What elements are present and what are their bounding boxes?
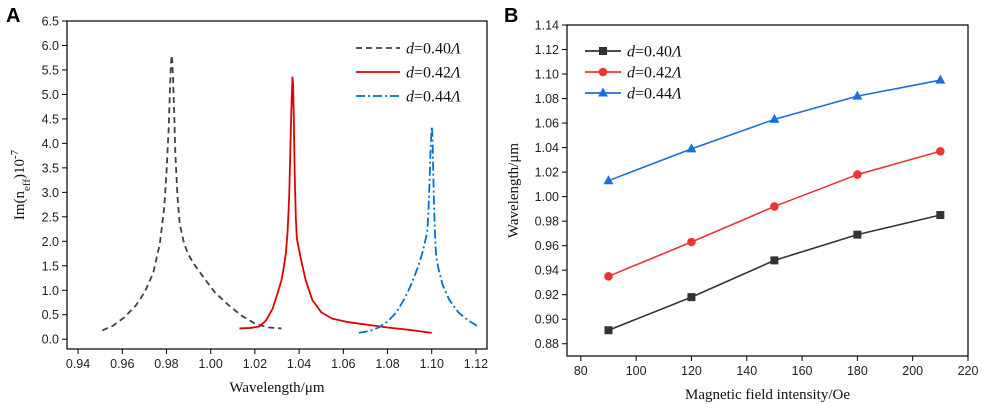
series-line-1 bbox=[239, 76, 432, 334]
y-tick-label: 1.00 bbox=[535, 190, 559, 204]
y-tick-label: 2.5 bbox=[42, 210, 59, 224]
x-tick-label: 1.04 bbox=[287, 357, 311, 371]
legend-marker-circle bbox=[598, 67, 608, 77]
x-tick-label: 1.10 bbox=[420, 357, 444, 371]
x-tick-label: 1.06 bbox=[331, 357, 355, 371]
y-tick-label: 0.0 bbox=[42, 333, 59, 347]
legend-label-0: d=0.40Λ bbox=[627, 44, 682, 61]
panel-b-letter: B bbox=[504, 5, 518, 27]
data-point-triangle bbox=[852, 90, 863, 100]
plot-frame bbox=[66, 20, 488, 350]
y-tick-label: 2.0 bbox=[42, 235, 59, 249]
data-point-square bbox=[936, 211, 945, 220]
x-tick-label: 0.96 bbox=[110, 357, 134, 371]
legend-marker-triangle bbox=[598, 87, 608, 97]
x-tick-label: 140 bbox=[736, 364, 757, 378]
y-tick-label: 6.0 bbox=[42, 39, 59, 53]
y-tick-label: 4.0 bbox=[42, 137, 59, 151]
x-tick-label: 0.94 bbox=[66, 357, 90, 371]
x-tick-label: 160 bbox=[792, 364, 813, 378]
plot-frame bbox=[566, 24, 969, 357]
x-tick-label: 100 bbox=[626, 364, 647, 378]
x-tick-label: 1.12 bbox=[464, 357, 488, 371]
x-tick-label: 200 bbox=[902, 364, 923, 378]
data-point-square bbox=[604, 326, 613, 335]
series-line-0 bbox=[608, 214, 941, 332]
y-tick-label: 1.08 bbox=[535, 92, 559, 106]
legend-label-1: d=0.42Λ bbox=[627, 65, 682, 82]
data-point-circle bbox=[853, 170, 862, 179]
y-tick-label: 1.5 bbox=[42, 259, 59, 273]
y-axis-title: Wavelength/μm bbox=[506, 143, 522, 238]
y-tick-label: 1.0 bbox=[42, 284, 59, 298]
x-tick-label: 1.08 bbox=[375, 357, 399, 371]
panel-a: A 0.94 0.96 0.98 1.00 1.02 1.04 1.06 1.08 1.10 1.… bbox=[6, 5, 488, 396]
data-point-triangle bbox=[935, 74, 946, 84]
series-line-2 bbox=[358, 125, 479, 334]
y-tick-label: 0.98 bbox=[535, 215, 559, 229]
x-tick-label: 80 bbox=[574, 364, 588, 378]
legend-label-0: d=0.40Λ bbox=[406, 41, 461, 58]
x-tick-label: 0.98 bbox=[154, 357, 178, 371]
y-tick-label: 5.0 bbox=[42, 88, 59, 102]
legend-label-2: d=0.44Λ bbox=[406, 89, 461, 106]
x-tick-label: 120 bbox=[681, 364, 702, 378]
y-tick-label: 1.10 bbox=[535, 68, 559, 82]
data-point-triangle bbox=[769, 113, 780, 123]
data-point-circle bbox=[687, 237, 696, 247]
data-point-circle bbox=[936, 146, 945, 156]
y-tick-label: 5.5 bbox=[42, 63, 59, 77]
x-tick-label: 220 bbox=[958, 364, 979, 378]
y-tick-label: 6.5 bbox=[42, 15, 59, 29]
y-tick-label: 3.0 bbox=[42, 186, 59, 200]
legend-marker-square bbox=[599, 47, 607, 55]
y-tick-label: 0.94 bbox=[535, 264, 559, 278]
x-tick-label: 1.02 bbox=[243, 357, 267, 371]
data-point-circle bbox=[770, 202, 779, 211]
y-tick-label: 1.14 bbox=[535, 19, 559, 33]
y-tick-label: 4.5 bbox=[42, 112, 59, 126]
y-tick-label: 0.88 bbox=[535, 337, 559, 351]
legend-label-2: d=0.44Λ bbox=[627, 86, 682, 103]
y-tick-label: 3.5 bbox=[42, 161, 59, 175]
x-axis-title: Magnetic field intensity/Oe bbox=[685, 387, 850, 403]
x-axis-title: Wavelength/μm bbox=[229, 380, 324, 396]
data-point-triangle bbox=[686, 143, 697, 153]
data-point-circle bbox=[604, 272, 613, 281]
y-tick-label: 1.04 bbox=[535, 141, 559, 155]
y-tick-label: 0.92 bbox=[535, 288, 559, 302]
y-tick-label: 0.96 bbox=[535, 239, 559, 253]
data-point-square bbox=[853, 230, 862, 239]
y-tick-label: 1.02 bbox=[535, 166, 559, 180]
data-point-triangle bbox=[603, 175, 614, 185]
y-tick-label: 0.90 bbox=[535, 313, 559, 327]
series-line-0 bbox=[102, 54, 282, 332]
legend-label-1: d=0.42Λ bbox=[406, 65, 461, 82]
y-tick-label: 0.5 bbox=[42, 308, 59, 322]
y-tick-label: 1.12 bbox=[535, 43, 559, 57]
x-tick-label: 1.00 bbox=[199, 357, 223, 371]
y-tick-label: 1.06 bbox=[535, 117, 559, 131]
panel-a-letter: A bbox=[6, 5, 20, 27]
data-point-square bbox=[770, 256, 779, 265]
x-tick-label: 180 bbox=[847, 364, 868, 378]
panel-b: B 80 100 120 140 160 180 200 220 0.88 0.90 0.92 0.9… bbox=[504, 5, 978, 403]
y-axis-title: Im(neff)10-7 bbox=[9, 149, 33, 220]
data-point-square bbox=[687, 293, 696, 302]
